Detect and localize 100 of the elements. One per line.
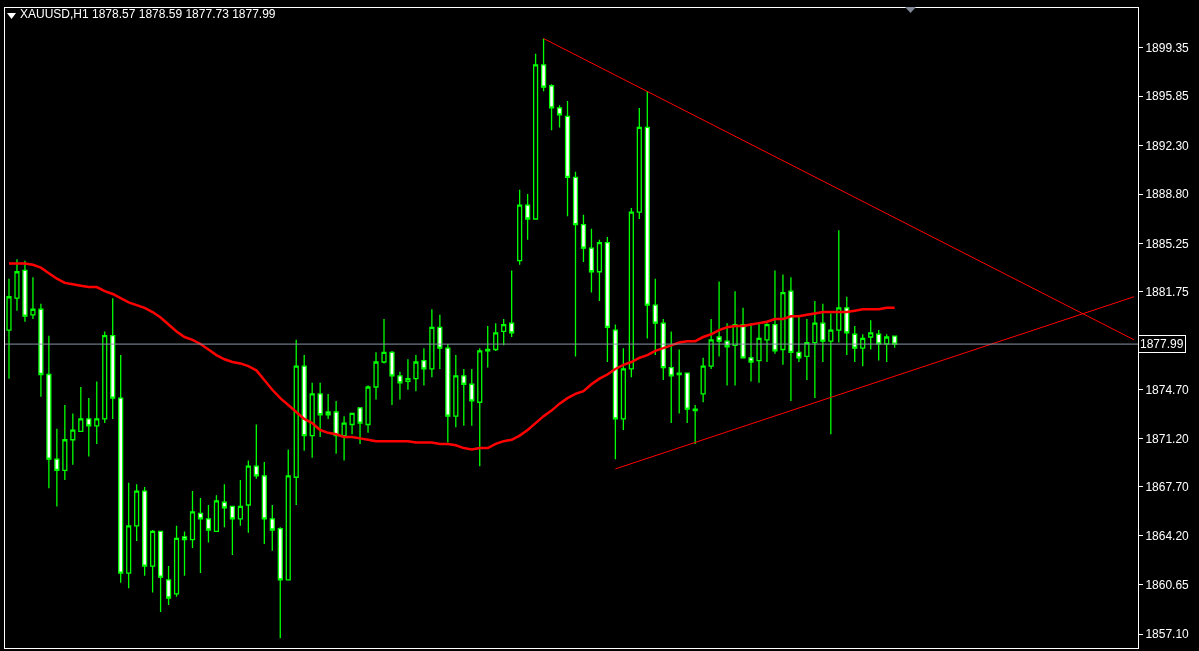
candlestick xyxy=(884,333,890,363)
candlestick xyxy=(636,107,642,220)
candlestick xyxy=(134,483,140,542)
candlestick xyxy=(165,565,172,606)
candlestick xyxy=(437,314,443,370)
candlestick xyxy=(54,428,60,508)
candlestick xyxy=(405,358,411,391)
candlestick xyxy=(341,415,347,462)
candlestick xyxy=(868,319,874,351)
candlestick xyxy=(181,530,188,577)
candlestick xyxy=(6,278,12,380)
candlestick xyxy=(261,461,267,545)
candlestick xyxy=(325,393,331,420)
candlestick xyxy=(229,505,235,556)
candlestick xyxy=(485,325,491,369)
candlestick xyxy=(221,483,228,528)
candlestick xyxy=(517,189,523,266)
candlestick xyxy=(804,318,810,381)
y-tick-label: 1867.70 xyxy=(1145,480,1190,495)
candlestick xyxy=(692,404,698,445)
candlestick xyxy=(157,530,164,613)
y-tick-label: 1874.70 xyxy=(1145,382,1190,397)
candlestick xyxy=(756,322,762,384)
candlestick xyxy=(62,404,68,481)
candlestick xyxy=(580,214,587,263)
candlestick xyxy=(126,482,132,589)
y-tick-label: 1871.20 xyxy=(1145,431,1190,446)
candlestick xyxy=(70,412,76,466)
candlestick xyxy=(102,330,108,424)
candlestick xyxy=(118,354,124,584)
candlestick xyxy=(94,380,100,445)
candlestick xyxy=(173,525,180,598)
candlestick xyxy=(461,368,467,427)
y-tick-label: 1899.35 xyxy=(1145,40,1190,55)
candlestick xyxy=(564,100,571,217)
candlestick xyxy=(301,354,307,452)
candlestick xyxy=(46,334,52,489)
candlestick xyxy=(429,308,435,378)
candlestick xyxy=(142,486,148,577)
candlestick xyxy=(772,269,778,355)
candlestick xyxy=(596,239,603,302)
candlestick xyxy=(796,315,802,363)
candlestick xyxy=(86,397,92,458)
candlestick xyxy=(205,504,212,544)
candlestick xyxy=(477,347,483,467)
candlestick xyxy=(365,384,371,434)
y-tick-label: 1895.85 xyxy=(1145,89,1190,104)
candlestick xyxy=(780,273,786,366)
candlestick xyxy=(397,371,403,401)
candlestick xyxy=(309,382,315,459)
candlestick xyxy=(285,448,291,581)
y-tick-label: 1860.65 xyxy=(1145,578,1190,593)
candlestick xyxy=(732,290,738,387)
candlestick xyxy=(22,260,28,323)
candlestick xyxy=(844,296,850,356)
candlestick xyxy=(588,228,595,294)
y-tick-label: 1892.30 xyxy=(1145,138,1190,153)
candlestick xyxy=(373,351,379,401)
candlestick xyxy=(572,171,579,358)
candlestick xyxy=(150,529,156,594)
candlestick xyxy=(38,303,44,398)
candlestick xyxy=(509,269,515,338)
candlestick xyxy=(501,318,507,346)
candlestick xyxy=(189,490,196,549)
candlestick xyxy=(676,348,682,415)
candlestick xyxy=(197,497,204,574)
line-series xyxy=(7,262,896,451)
candlestick xyxy=(357,407,363,445)
candlestick xyxy=(277,526,283,639)
candlestick xyxy=(652,278,658,356)
candlestick xyxy=(245,459,251,534)
candlestick xyxy=(421,347,427,387)
candlestick xyxy=(644,90,650,340)
y-tick-label: 1857.10 xyxy=(1145,627,1190,642)
candlestick xyxy=(213,494,220,533)
candlestick xyxy=(445,343,451,444)
candlestick xyxy=(788,276,794,402)
candlestick xyxy=(381,318,387,365)
candlestick xyxy=(620,347,626,431)
candlestick xyxy=(812,300,818,399)
candlestick xyxy=(716,280,722,358)
candlestick xyxy=(852,325,858,363)
candlestick xyxy=(820,303,826,363)
candlestick xyxy=(540,37,547,92)
candlestick xyxy=(724,322,730,387)
ref-line-label: 1877.99 xyxy=(1140,337,1184,351)
candlestick xyxy=(876,329,882,362)
candlestick xyxy=(30,276,36,320)
y-tick-label: 1888.80 xyxy=(1145,187,1190,202)
candlestick xyxy=(604,236,611,363)
candlestick xyxy=(269,504,275,552)
candlestick xyxy=(612,323,618,460)
candlestick xyxy=(349,412,355,435)
candlestick xyxy=(389,350,395,406)
candlestick xyxy=(14,258,20,312)
candlestick xyxy=(668,330,674,424)
candlestick xyxy=(293,339,299,506)
candlestick xyxy=(828,312,834,435)
candlestick xyxy=(453,354,459,428)
candlestick xyxy=(532,53,539,220)
